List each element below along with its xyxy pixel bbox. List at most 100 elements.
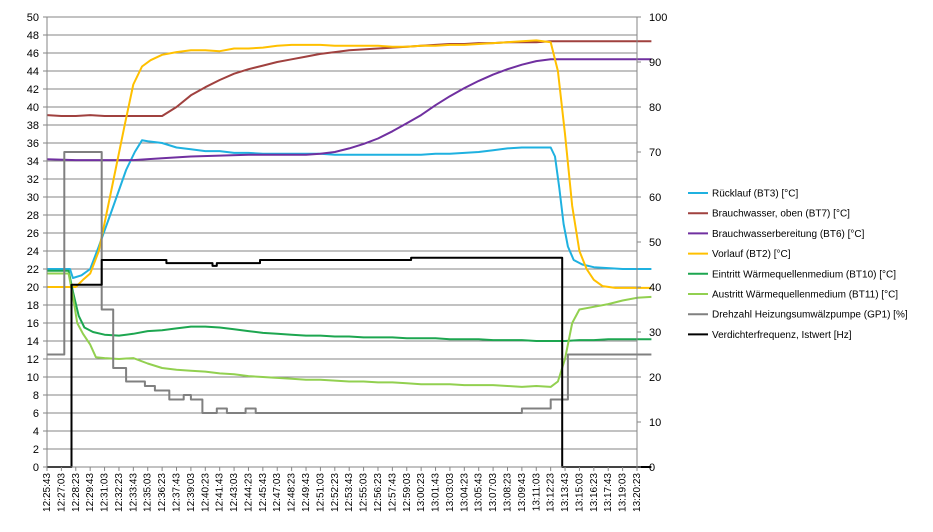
x-tick-label: 12:52:23 [330, 473, 341, 512]
x-tick-label: 13:12:23 [546, 473, 557, 512]
x-tick-label: 13:00:23 [416, 473, 427, 512]
y-tick-label: 4 [33, 426, 39, 438]
legend-label: Rücklauf (BT3) [°C] [712, 189, 798, 200]
y-tick-label: 36 [27, 138, 39, 150]
y2-tick-label: 40 [649, 282, 661, 294]
x-tick-label: 13:07:03 [488, 473, 499, 512]
y-tick-label: 24 [27, 246, 39, 258]
x-tick-label: 13:04:23 [459, 473, 470, 512]
x-tick-label: 12:56:23 [373, 473, 384, 512]
x-tick-label: 12:25:43 [42, 473, 53, 512]
y-tick-label: 32 [27, 174, 39, 186]
y-tick-label: 12 [27, 354, 39, 366]
legend-label: Eintritt Wärmequellenmedium (BT10) [°C] [712, 269, 896, 280]
x-tick-label: 13:05:43 [474, 473, 485, 512]
y2-tick-label: 80 [649, 102, 661, 114]
y2-tick-label: 20 [649, 372, 661, 384]
series-line-6 [47, 151, 652, 414]
y-tick-label: 14 [27, 336, 39, 348]
y2-tick-label: 50 [649, 237, 661, 249]
x-tick-label: 13:09:43 [517, 473, 528, 512]
y-tick-label: 46 [27, 48, 39, 60]
y-tick-label: 38 [27, 120, 39, 132]
y-tick-label: 22 [27, 264, 39, 276]
y-tick-label: 48 [27, 30, 39, 42]
right-y-axis-ticks: 0 10 20 30 40 50 60 70 80 90 100 [649, 12, 667, 474]
x-tick-label: 12:29:43 [85, 473, 96, 512]
y-tick-label: 50 [27, 12, 39, 24]
x-tick-label: 12:51:03 [315, 473, 326, 512]
y-tick-label: 28 [27, 210, 39, 222]
x-tick-label: 13:17:43 [603, 473, 614, 512]
series-line-7 [47, 256, 652, 468]
y2-tick-label: 90 [649, 57, 661, 69]
y-tick-label: 8 [33, 390, 39, 402]
x-tick-label: 12:27:03 [56, 473, 67, 512]
x-tick-label: 13:20:23 [632, 473, 643, 512]
x-tick-label: 12:57:43 [387, 473, 398, 512]
legend-label: Austritt Wärmequellenmedium (BT11) [°C] [712, 290, 898, 301]
y-tick-label: 18 [27, 300, 39, 312]
x-tick-label: 12:41:43 [215, 473, 226, 512]
y-tick-label: 26 [27, 228, 39, 240]
series-line-0 [47, 139, 652, 279]
x-tick-label: 12:45:43 [258, 473, 269, 512]
x-tick-label: 12:39:03 [186, 473, 197, 512]
x-tick-label: 12:44:23 [243, 473, 254, 512]
legend-label: Verdichterfrequenz, Istwert [Hz] [712, 330, 852, 341]
x-tick-label: 12:49:43 [301, 473, 312, 512]
legend-label: Brauchwasserbereitung (BT6) [°C] [712, 229, 865, 240]
x-tick-label: 12:40:23 [200, 473, 211, 512]
y-tick-label: 10 [27, 372, 39, 384]
x-axis-ticks: 12:25:43 12:27:03 12:28:23 12:29:43 12:31:03… [42, 473, 643, 512]
x-tick-label: 13:13:43 [560, 473, 571, 512]
x-tick-label: 12:33:43 [128, 473, 139, 512]
y-tick-label: 40 [27, 102, 39, 114]
x-tick-label: 13:08:23 [502, 473, 513, 512]
y-tick-label: 34 [27, 156, 39, 168]
x-tick-label: 12:43:03 [229, 473, 240, 512]
grid-lines [47, 16, 637, 450]
x-tick-label: 12:53:43 [344, 473, 355, 512]
x-tick-label: 12:48:23 [287, 473, 298, 512]
y-tick-label: 30 [27, 192, 39, 204]
x-tick-label: 12:59:03 [402, 473, 413, 512]
y-tick-label: 44 [27, 66, 39, 78]
series-line-5 [47, 272, 652, 388]
x-tick-label: 12:31:03 [100, 473, 111, 512]
x-tick-label: 12:32:23 [114, 473, 125, 512]
axes [43, 16, 641, 471]
x-tick-label: 12:28:23 [71, 473, 82, 512]
y2-tick-label: 70 [649, 147, 661, 159]
y-tick-label: 16 [27, 318, 39, 330]
y-tick-label: 6 [33, 408, 39, 420]
x-tick-label: 12:55:03 [359, 473, 370, 512]
legend-label: Drehzahl Heizungsumwälzpumpe (GP1) [%] [712, 310, 908, 321]
x-tick-label: 13:19:03 [618, 473, 629, 512]
x-tick-label: 13:01:43 [431, 473, 442, 512]
left-y-axis-ticks: 0246810121416182022242628303234363840424… [27, 12, 39, 474]
legend-label: Vorlauf (BT2) [°C] [712, 249, 791, 260]
x-tick-label: 12:47:03 [272, 473, 283, 512]
x-tick-label: 13:11:03 [531, 473, 542, 512]
y2-tick-label: 60 [649, 192, 661, 204]
y2-tick-label: 10 [649, 417, 661, 429]
y2-tick-label: 0 [649, 462, 655, 474]
y-tick-label: 2 [33, 444, 39, 456]
legend-label: Brauchwasser, oben (BT7) [°C] [712, 209, 850, 220]
legend: Rücklauf (BT3) [°C] Brauchwasser, oben (B… [688, 189, 908, 341]
y-tick-label: 0 [33, 462, 39, 474]
series-lines [46, 39, 652, 468]
series-line-2 [46, 58, 652, 162]
series-line-4 [47, 269, 652, 342]
y2-tick-label: 30 [649, 327, 661, 339]
y2-tick-label: 100 [649, 12, 667, 24]
x-tick-label: 13:03:03 [445, 473, 456, 512]
x-tick-label: 12:35:03 [143, 473, 154, 512]
y-tick-label: 42 [27, 84, 39, 96]
series-line-3 [47, 39, 652, 289]
x-tick-label: 12:36:23 [157, 473, 168, 512]
x-tick-label: 12:37:43 [172, 473, 183, 512]
y-tick-label: 20 [27, 282, 39, 294]
